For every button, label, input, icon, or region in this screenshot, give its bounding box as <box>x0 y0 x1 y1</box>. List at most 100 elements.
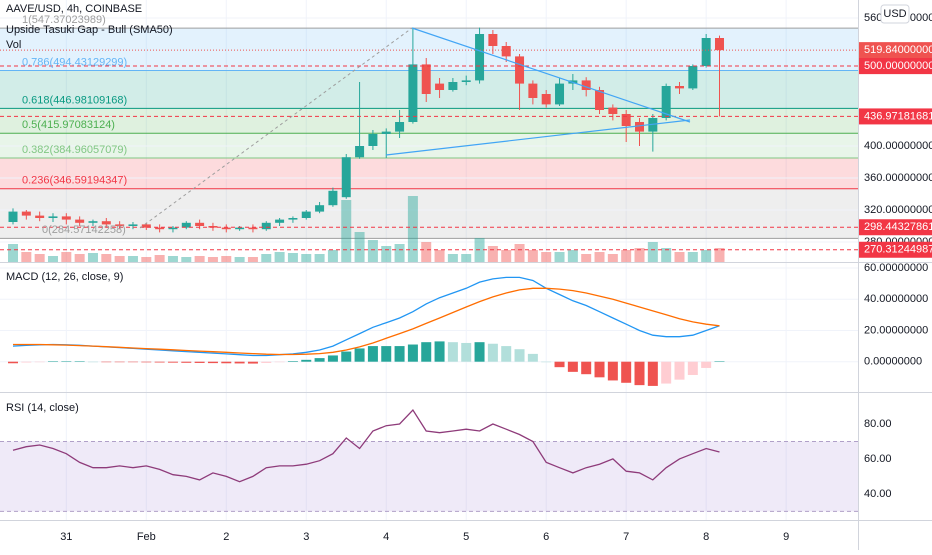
macd-histogram-bar <box>21 361 32 363</box>
candle-body <box>541 94 551 105</box>
volume-bar <box>247 257 258 262</box>
volume-bar <box>594 252 605 262</box>
macd-histogram-bar <box>567 361 578 372</box>
macd-histogram-bar <box>314 358 325 362</box>
macd-histogram-bar <box>87 361 98 363</box>
macd-histogram-bar <box>714 361 725 362</box>
macd-histogram-bar <box>581 361 592 375</box>
macd-histogram-bar <box>634 361 645 386</box>
candle-body <box>475 34 485 81</box>
rsi-title: RSI (14, close) <box>6 402 79 414</box>
macd-histogram-bar <box>621 361 632 383</box>
macd-histogram-bar <box>607 361 618 381</box>
price-label-box <box>859 219 932 236</box>
macd-histogram-bar <box>61 361 72 362</box>
candle-body <box>75 219 85 223</box>
macd-histogram-bar <box>274 361 285 363</box>
candle-body <box>488 34 498 46</box>
macd-histogram-bar <box>661 361 672 384</box>
candle-body <box>235 227 245 230</box>
volume-bar <box>527 250 538 262</box>
macd-histogram-bar <box>434 341 445 362</box>
macd-histogram-bar <box>114 361 125 363</box>
candle-body <box>115 224 125 226</box>
candle-body <box>155 227 165 230</box>
candle-body <box>355 146 365 158</box>
fib-label: 0.236(346.59194347) <box>22 175 127 187</box>
volume-bar <box>301 254 312 262</box>
candle-body <box>35 215 45 218</box>
currency-label[interactable]: USD <box>883 8 906 20</box>
volume-bar <box>287 253 298 262</box>
macd-histogram-bar <box>194 361 205 363</box>
volume-bar <box>447 254 458 262</box>
y-tick-label: 60.00000000 <box>864 262 928 274</box>
volume-bar <box>114 256 125 262</box>
x-tick-label: 4 <box>383 531 389 543</box>
x-tick-label: 9 <box>783 531 789 543</box>
macd-histogram-bar <box>47 361 58 362</box>
candle-body <box>315 205 325 212</box>
x-tick-label: 6 <box>543 531 549 543</box>
volume-bar <box>701 250 712 262</box>
macd-histogram-bar <box>287 361 298 362</box>
y-tick-label: 40.00000000 <box>864 293 928 305</box>
y-tick-label: 360.00000000 <box>864 172 932 184</box>
volume-bar <box>327 250 338 262</box>
macd-histogram-bar <box>527 353 538 362</box>
volume-bar <box>487 246 498 262</box>
macd-histogram-bar <box>167 361 178 363</box>
symbol-title: AAVE/USD, 4h, COINBASE <box>6 3 142 15</box>
fib-label: 1(547.37023989) <box>22 14 106 26</box>
candle-body <box>448 82 458 90</box>
candle-body <box>8 211 18 222</box>
volume-bar <box>661 248 672 262</box>
x-tick-label: 31 <box>60 531 72 543</box>
macd-histogram-bar <box>541 361 552 363</box>
candle-body <box>101 221 111 225</box>
price-label-box <box>859 108 932 125</box>
macd-title: MACD (12, 26, close, 9) <box>6 271 123 283</box>
price-label: 298.44327861 <box>864 221 932 233</box>
volume-bar <box>687 252 698 262</box>
macd-histogram-bar <box>221 361 232 364</box>
trend-line <box>411 27 691 123</box>
price-label: 519.84000000 <box>864 44 932 56</box>
fib-band <box>0 108 858 134</box>
macd-histogram-bar <box>141 361 152 363</box>
trend-line <box>385 119 691 156</box>
volume-bar <box>314 254 325 262</box>
macd-histogram-bar <box>674 361 685 380</box>
macd-histogram-bar <box>234 361 245 364</box>
macd-histogram-bar <box>127 361 138 363</box>
x-tick-label: 5 <box>463 531 469 543</box>
candle-body <box>181 222 191 228</box>
volume-bar <box>221 256 232 262</box>
y-tick-label: 0.00000000 <box>864 356 922 368</box>
volume-bar <box>207 257 218 262</box>
volume-bar <box>354 232 365 262</box>
volume-bar <box>634 248 645 262</box>
volume-bar <box>421 242 432 262</box>
volume-bar <box>434 250 445 262</box>
volume-bar <box>581 254 592 262</box>
rsi-band-fill <box>0 441 858 512</box>
candle-body <box>248 227 258 230</box>
volume-bar <box>674 252 685 262</box>
candle-body <box>275 219 285 223</box>
candle-body <box>288 218 298 220</box>
macd-histogram-bar <box>327 355 338 362</box>
x-tick-label: 2 <box>223 531 229 543</box>
volume-bar <box>61 252 72 262</box>
macd-histogram-bar <box>407 344 418 362</box>
candle-body <box>381 131 391 134</box>
candle-body <box>621 114 631 126</box>
macd-histogram-bar <box>487 343 498 362</box>
volume-bar <box>381 246 392 262</box>
x-tick-label: 3 <box>303 531 309 543</box>
volume-bar <box>367 240 378 262</box>
macd-histogram-bar <box>247 361 258 364</box>
currency-button[interactable] <box>880 4 910 24</box>
